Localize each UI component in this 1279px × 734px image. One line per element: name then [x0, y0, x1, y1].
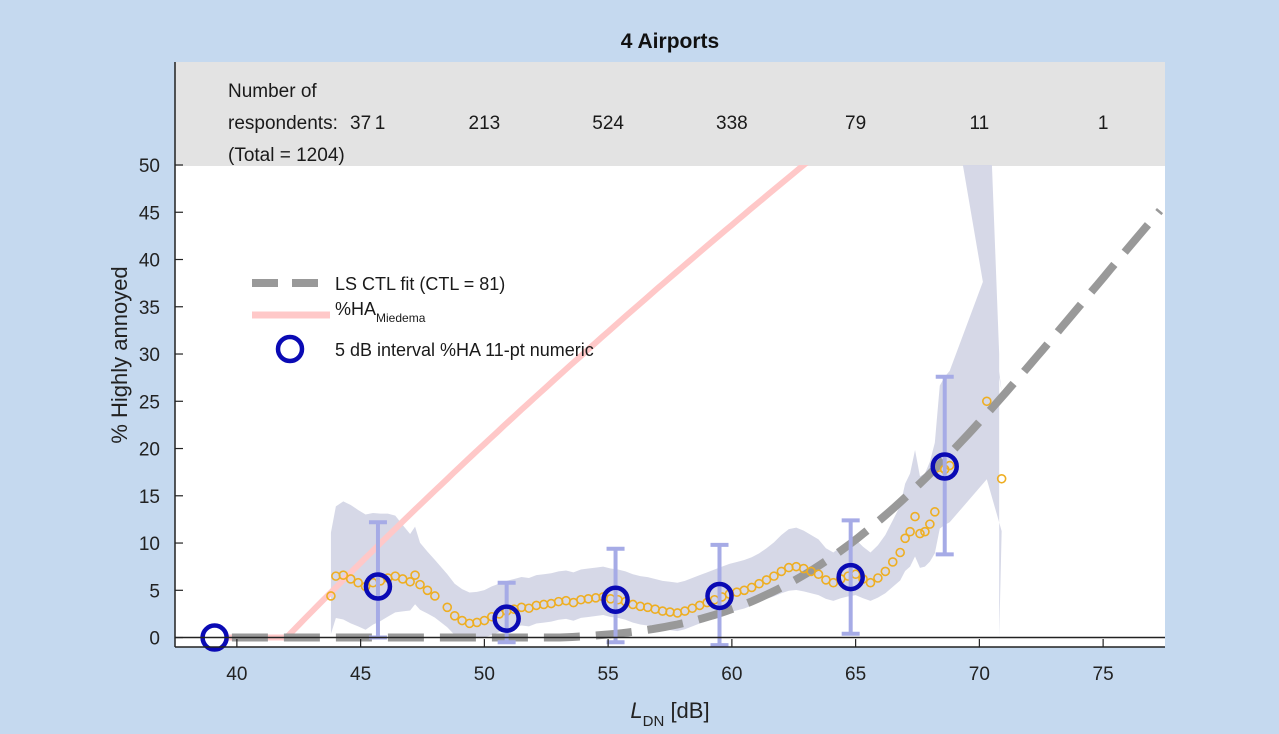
running-point-88 — [981, 396, 992, 407]
respondent-count-4: 338 — [716, 113, 748, 134]
x-tick-label-3: 55 — [598, 664, 619, 685]
running-point-16 — [442, 602, 453, 613]
respondents-label-line-3: (Total = 1204) — [228, 145, 345, 166]
y-tick-label-0: 0 — [149, 629, 160, 650]
confidence-band — [330, 165, 1002, 638]
axes: 0 5 10 15 20 25 30 35 40 45 50 40 45 50 55 60 65 70 75 — [139, 62, 1165, 685]
legend-miedema-main: %HA — [335, 299, 376, 319]
running-point-77 — [895, 547, 905, 558]
interval-marker-3 — [601, 585, 630, 614]
x-axis-label: LDN [dB] — [630, 698, 709, 730]
running-point-12 — [410, 570, 420, 580]
running-point-74 — [873, 573, 883, 583]
x-tick-label-1: 45 — [350, 664, 371, 685]
legend-ctl-label: LS CTL fit (CTL = 81) — [335, 274, 505, 294]
y-tick-label-9: 45 — [139, 203, 160, 224]
y-tick-label-2: 10 — [139, 534, 160, 555]
running-point-59 — [761, 575, 772, 585]
x-axis-label-sub: DN — [643, 713, 665, 730]
running-point-3 — [345, 574, 356, 584]
interval-marker-4 — [705, 581, 734, 611]
running-point-11 — [405, 576, 415, 587]
miedema-curve — [224, 165, 809, 641]
running-point-4 — [353, 577, 363, 588]
y-tick-label-3: 15 — [139, 487, 160, 508]
respondent-count-7: 1 — [1098, 113, 1109, 134]
curves — [224, 165, 1164, 642]
running-point-61 — [776, 566, 787, 577]
x-tick-label-4: 60 — [721, 664, 742, 685]
y-tick-label-8: 40 — [139, 251, 160, 272]
y-tick-label-6: 30 — [139, 345, 160, 366]
ctl-fit-curve — [231, 208, 1164, 642]
running-point-76 — [887, 557, 898, 567]
interval-markers — [200, 374, 959, 652]
running-point-82 — [920, 526, 930, 537]
running-point-79 — [905, 526, 915, 537]
respondent-count-6: 11 — [970, 113, 990, 134]
running-point-57 — [746, 582, 757, 593]
y-axis-label: % Highly annoyed — [107, 266, 132, 443]
running-point-17 — [449, 611, 460, 621]
running-point-84 — [930, 507, 940, 517]
running-point-66 — [813, 569, 824, 580]
running-point-80 — [910, 511, 920, 522]
running-point-15 — [430, 591, 440, 601]
running-point-89 — [996, 473, 1007, 484]
running-point-58 — [754, 578, 764, 589]
running-point-60 — [769, 571, 779, 581]
y-tick-label-5: 25 — [139, 392, 160, 413]
running-point-73 — [865, 577, 876, 588]
respondents-band — [175, 62, 1165, 166]
y-tick-label-7: 35 — [139, 298, 160, 319]
x-tick-label-7: 75 — [1093, 664, 1114, 685]
respondents-row: Number of respondents: (Total = 1204) 13… — [228, 81, 1108, 166]
respondents-label-line-1: Number of — [228, 81, 317, 102]
running-point-13 — [415, 579, 425, 590]
x-tick-label-6: 70 — [969, 664, 990, 685]
chart-title: 4 Airports — [621, 30, 719, 53]
legend-interval-label: 5 dB interval %HA 11-pt numeric — [335, 340, 594, 360]
running-point-83 — [925, 519, 935, 529]
confidence-band-area — [330, 165, 1002, 638]
legend-interval-marker — [275, 334, 305, 364]
interval-marker-6 — [930, 452, 959, 481]
respondent-count-0: 1 — [375, 113, 386, 134]
running-point-21 — [479, 615, 490, 626]
respondent-count-1: 37 — [350, 113, 371, 134]
y-tick-label-10: 50 — [139, 156, 160, 177]
x-axis-label-unit: [dB] — [664, 698, 709, 723]
legend: LS CTL fit (CTL = 81) %HAMiedema 5 dB in… — [252, 274, 594, 364]
running-point-68 — [828, 577, 839, 588]
respondent-count-2: 213 — [469, 113, 501, 134]
x-axis-label-main: L — [630, 698, 642, 723]
x-tick-label-2: 50 — [474, 664, 495, 685]
running-point-2 — [338, 570, 349, 580]
running-point-75 — [880, 566, 891, 577]
respondent-count-5: 79 — [845, 113, 866, 134]
running-point-0 — [326, 591, 336, 601]
y-tick-label-1: 5 — [149, 581, 160, 602]
respondent-count-3: 524 — [592, 113, 624, 134]
legend-miedema-label: %HAMiedema — [335, 299, 426, 325]
running-point-78 — [900, 533, 910, 544]
respondents-label-line-2: respondents: — [228, 113, 338, 134]
running-point-81 — [915, 528, 925, 539]
y-tick-label-4: 20 — [139, 440, 160, 461]
running-point-14 — [422, 585, 433, 596]
x-tick-label-0: 40 — [226, 664, 247, 685]
x-tick-label-5: 65 — [845, 664, 866, 685]
interval-marker-2 — [492, 604, 521, 633]
interval-marker-5 — [836, 562, 865, 592]
legend-miedema-sub: Miedema — [376, 311, 426, 325]
interval-marker-1 — [363, 572, 393, 601]
